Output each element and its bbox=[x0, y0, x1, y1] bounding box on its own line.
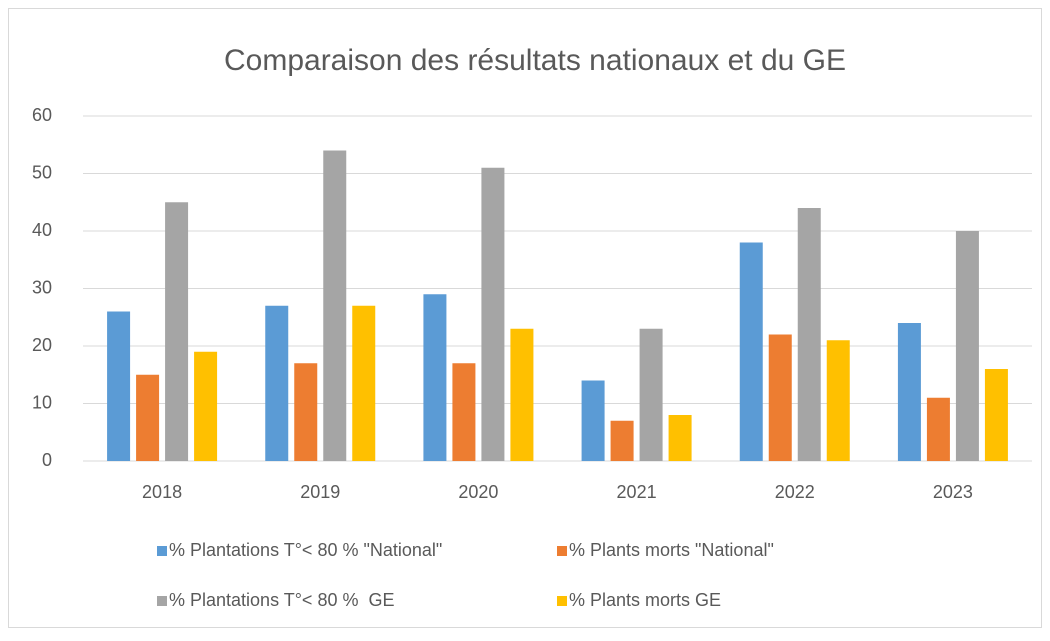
y-tick-label: 30 bbox=[32, 277, 52, 297]
y-tick-label: 60 bbox=[32, 105, 52, 125]
legend-label: % Plants morts GE bbox=[569, 590, 721, 610]
bar bbox=[323, 150, 347, 461]
bar bbox=[926, 397, 950, 461]
legend-swatch bbox=[157, 596, 167, 606]
x-tick-label: 2023 bbox=[933, 482, 973, 502]
x-tick-label: 2021 bbox=[617, 482, 657, 502]
legend-label: % Plantations T°< 80 % "National" bbox=[169, 540, 442, 560]
bar bbox=[797, 208, 821, 461]
y-tick-label: 40 bbox=[32, 220, 52, 240]
bar bbox=[423, 294, 447, 461]
legend-swatch bbox=[557, 546, 567, 556]
x-tick-label: 2018 bbox=[142, 482, 182, 502]
x-tick-label: 2019 bbox=[300, 482, 340, 502]
y-tick-label: 20 bbox=[32, 335, 52, 355]
bar bbox=[294, 363, 318, 461]
bar bbox=[510, 328, 534, 461]
bar bbox=[352, 305, 376, 461]
bar bbox=[610, 420, 634, 461]
bar bbox=[826, 340, 850, 461]
x-tick-label: 2020 bbox=[458, 482, 498, 502]
bar bbox=[452, 363, 476, 461]
bar bbox=[581, 380, 605, 461]
legend-label: % Plantations T°< 80 % GE bbox=[169, 590, 394, 610]
bar bbox=[481, 167, 505, 461]
bar bbox=[639, 328, 663, 461]
bar bbox=[194, 351, 218, 461]
chart-title: Comparaison des résultats nationaux et d… bbox=[224, 44, 846, 77]
bar bbox=[165, 202, 189, 461]
y-tick-label: 10 bbox=[32, 392, 52, 412]
bar bbox=[668, 415, 692, 461]
bar bbox=[768, 334, 792, 461]
bar bbox=[897, 323, 921, 461]
chart-border bbox=[8, 8, 1042, 628]
y-tick-label: 50 bbox=[32, 162, 52, 182]
y-tick-label: 0 bbox=[42, 450, 52, 470]
bar bbox=[136, 374, 160, 461]
legend-swatch bbox=[557, 596, 567, 606]
bar bbox=[984, 369, 1008, 461]
bar bbox=[739, 242, 763, 461]
x-tick-label: 2022 bbox=[775, 482, 815, 502]
legend-label: % Plants morts "National" bbox=[569, 540, 774, 560]
bar bbox=[265, 305, 289, 461]
bar bbox=[955, 231, 979, 461]
legend-swatch bbox=[157, 546, 167, 556]
bar bbox=[107, 311, 131, 461]
